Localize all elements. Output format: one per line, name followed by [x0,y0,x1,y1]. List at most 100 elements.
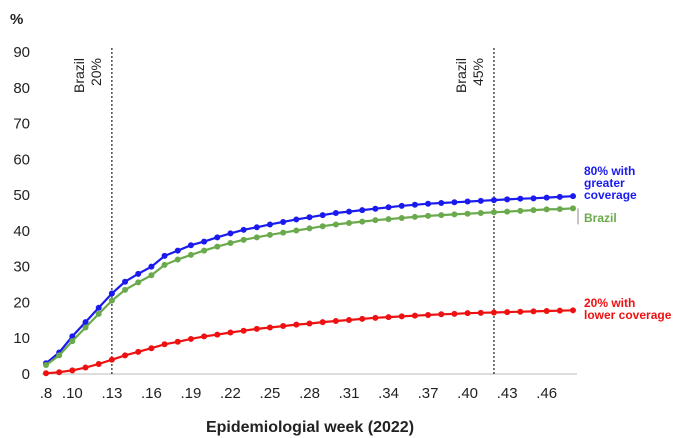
y-tick-label: 90 [13,44,30,61]
y-tick-label: 30 [13,259,30,276]
data-point [411,213,418,220]
data-point [438,212,445,219]
data-point [108,297,115,304]
data-point [319,223,326,230]
data-point [240,327,247,334]
data-point [108,356,115,363]
x-tick-label: .34 [378,385,399,402]
data-point [227,329,234,336]
data-point [530,308,537,315]
data-point [372,314,379,321]
data-point [201,247,208,254]
data-point [214,234,221,241]
data-point [490,209,497,216]
data-point [174,338,181,345]
data-point [570,307,576,314]
data-point [240,236,247,243]
data-point [359,218,366,225]
data-point [438,199,445,206]
data-point [95,304,102,311]
data-point [451,310,458,317]
data-point [425,212,432,219]
data-point [319,212,326,219]
data-point [135,279,142,286]
data-point [306,225,313,232]
x-tick-label: .31 [339,385,360,402]
data-point [359,315,366,322]
data-point [122,278,129,285]
data-point [82,319,89,326]
data-point [69,338,76,345]
data-point [464,210,471,217]
data-point [280,218,287,225]
data-point [280,323,287,330]
data-point [332,210,339,216]
data-point [346,316,353,323]
data-point [227,230,234,237]
data-point [266,324,273,331]
data-point [464,198,471,205]
data-point [214,331,221,338]
data-point [385,216,392,223]
data-point [385,314,392,321]
data-point [253,224,260,231]
data-point [253,234,260,241]
x-tick-label: .37 [418,385,439,402]
data-point [398,215,405,222]
data-point [148,272,155,279]
data-point [306,320,313,327]
data-point [135,270,142,277]
data-point [425,311,432,318]
data-point [451,199,458,206]
y-tick-label: 60 [13,151,30,168]
data-point [477,210,484,216]
data-point [280,229,287,236]
data-point [332,318,339,325]
y-tick-label: 10 [13,330,30,347]
data-point [187,242,194,249]
data-point [570,193,576,200]
data-point [161,341,168,348]
series-label: coverage [584,188,637,202]
data-point [359,207,366,214]
data-point [556,193,563,200]
reference-line-label: Brazil [453,58,469,93]
data-point [346,208,353,215]
y-tick-label: 70 [13,116,30,133]
x-tick-label: .46 [536,385,557,402]
x-axis-title: Epidemiologial week (2022) [206,419,414,436]
x-tick-label: .40 [457,385,478,402]
data-point [346,220,353,227]
x-tick-label: .28 [299,385,320,402]
series-label: lower coverage [584,308,672,322]
data-point [201,333,208,340]
data-point [477,197,484,204]
data-point [82,324,89,331]
data-point [372,217,379,224]
data-point [411,201,418,208]
data-point [135,348,142,355]
data-point [148,345,155,352]
data-point [306,214,313,221]
data-point [82,364,89,371]
data-point [543,308,550,315]
data-point [530,195,537,202]
data-point [187,335,194,342]
data-point [187,251,194,258]
x-axis: .8 .10 .13 .16 .19 .22 .25 .28 .31 .34 .37 .40 .43 .4… [40,373,577,402]
data-point [556,206,563,213]
data-point [122,286,129,293]
data-point [227,240,234,247]
y-axis: 0 10 20 30 40 50 60 70 80 90 [13,44,30,383]
y-tick-label: 20 [13,294,30,311]
data-point [95,310,102,317]
data-point [543,194,550,201]
x-tick-label: .25 [260,385,281,402]
data-point [372,205,379,212]
y-tick-label: 80 [13,80,30,97]
data-point [148,263,155,270]
data-point [174,256,181,263]
data-point [43,370,49,377]
